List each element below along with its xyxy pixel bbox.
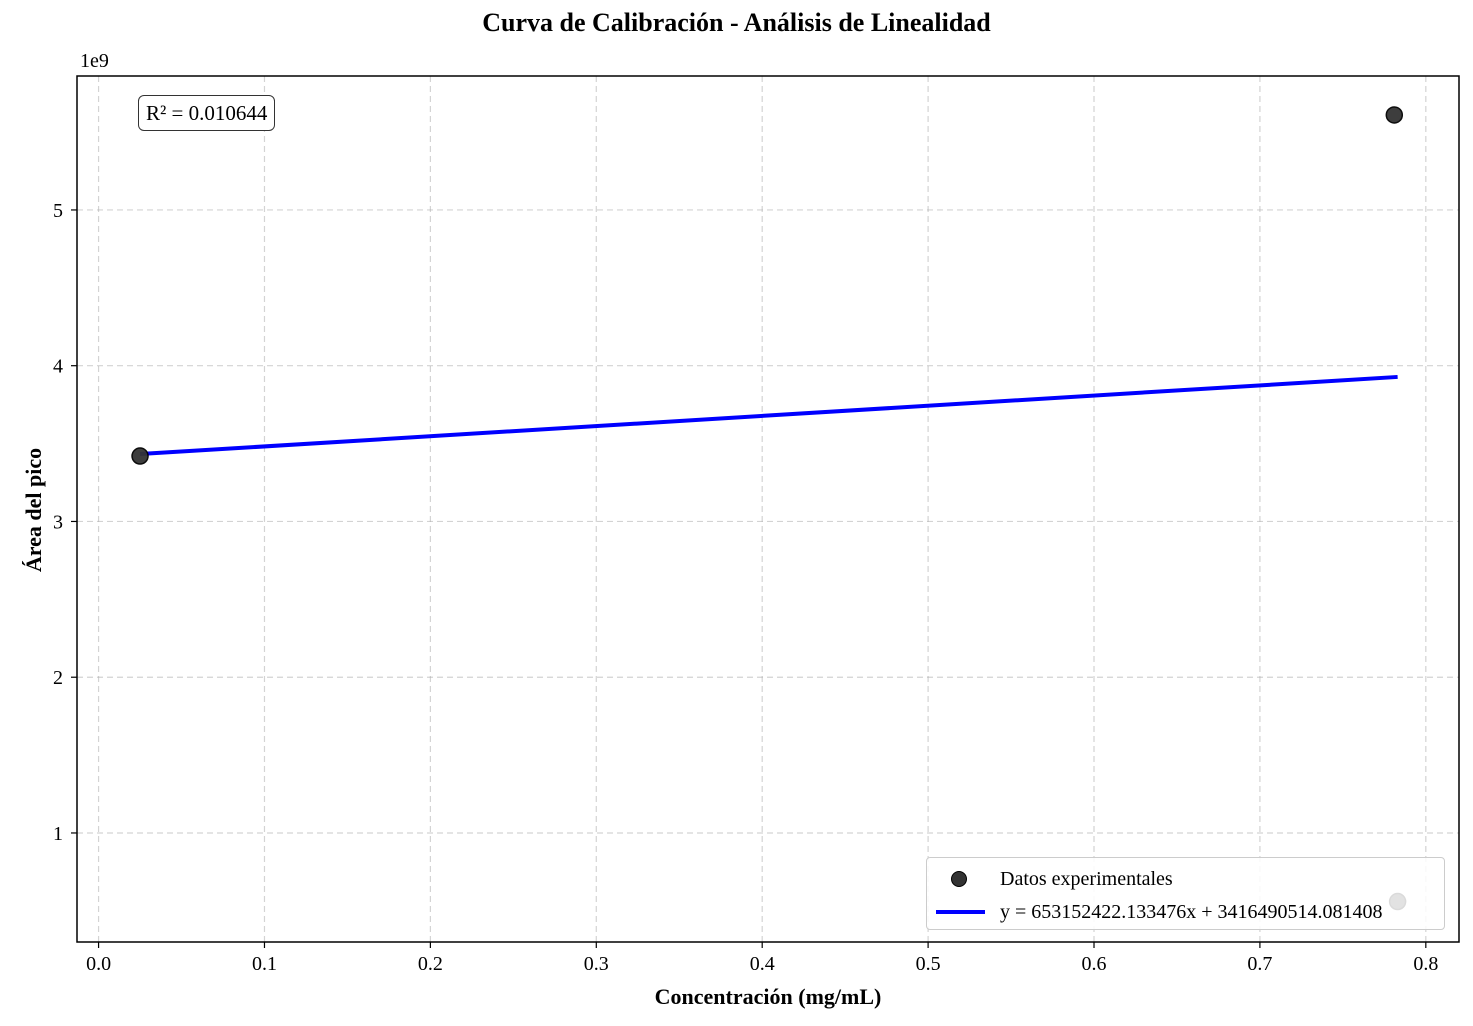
x-axis-ticks: 0.0 0.1 0.2 0.3 0.4 0.5 0.6 0.7 0.8: [86, 942, 1438, 975]
grid-lines: [77, 76, 1459, 942]
y-tick-label: 5: [53, 200, 63, 222]
r-squared-annotation: R² = 0.010644: [138, 95, 276, 131]
data-point: [131, 447, 149, 465]
plot-frame: [76, 75, 1460, 943]
y-axis-offset-label: 1e9: [80, 50, 109, 72]
chart-title: Curva de Calibración - Análisis de Linea…: [482, 8, 991, 37]
y-tick-label: 1: [53, 823, 63, 845]
x-tick-label: 0.7: [1247, 953, 1272, 975]
x-tick-label: 0.8: [1413, 953, 1438, 975]
x-axis-label: Concentración (mg/mL): [654, 984, 882, 1009]
y-tick-label: 4: [53, 356, 63, 378]
x-tick-label: 0.5: [916, 953, 941, 975]
legend-marker-icon: [951, 871, 967, 887]
legend: Datos experimentales y = 653152422.13347…: [926, 857, 1445, 930]
series-layer: [131, 106, 1407, 911]
x-tick-label: 0.3: [584, 953, 609, 975]
x-tick-label: 0.0: [86, 953, 111, 975]
regression-line: [139, 374, 1398, 457]
y-tick-label: 3: [53, 511, 63, 533]
y-axis-ticks: 1 2 3 4 5: [53, 200, 77, 845]
x-tick-label: 0.1: [252, 953, 277, 975]
data-point: [1385, 106, 1404, 124]
x-tick-label: 0.4: [750, 953, 775, 975]
x-tick-label: 0.2: [418, 953, 443, 975]
legend-line-icon: [936, 910, 985, 914]
x-tick-label: 0.6: [1082, 953, 1107, 975]
legend-label-scatter: Datos experimentales: [1000, 868, 1173, 890]
legend-label-fit-line: y = 653152422.133476x + 3416490514.08140…: [1000, 901, 1383, 923]
y-tick-label: 2: [53, 667, 63, 689]
